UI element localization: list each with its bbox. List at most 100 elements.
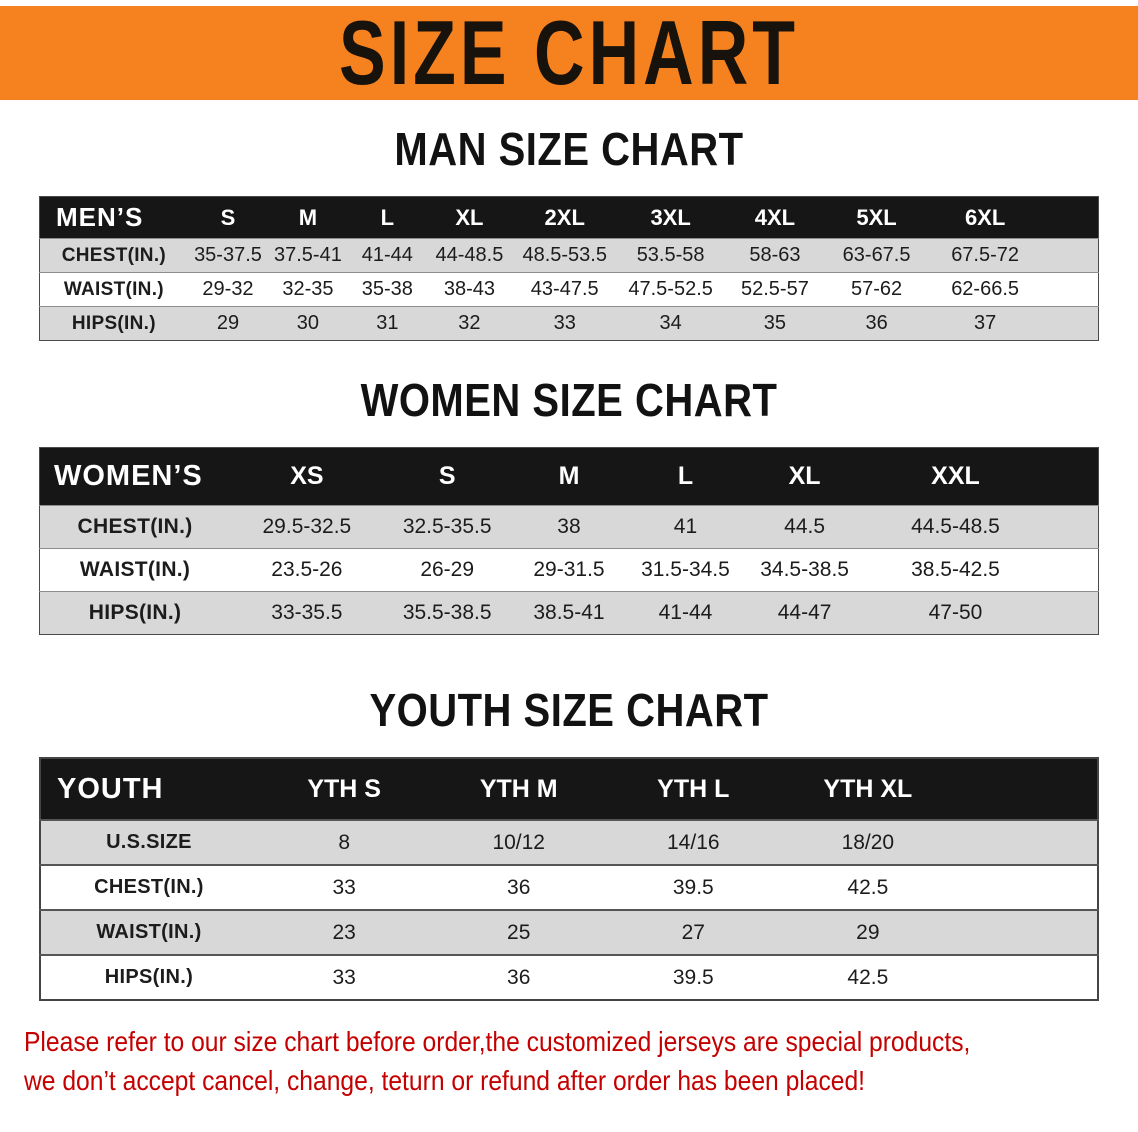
size-value-cell: 37.5-41 [268,238,348,273]
size-value-cell: 14/16 [606,820,781,865]
size-column-header: S [187,196,269,239]
size-value-cell: 23.5-26 [230,548,384,592]
youth-waist-row: WAIST(IN.) 23 25 27 29 [40,910,1098,955]
size-column-header: YTH S [256,758,432,820]
size-value-cell: 67.5-72 [926,238,1044,273]
youth-section: YOUTH SIZE CHART YOUTH YTH S YTH M YTH L… [0,686,1138,1001]
size-value-cell: 34.5-38.5 [743,548,866,592]
size-value-cell: 29 [187,306,269,341]
size-value-cell: 62-66.5 [926,272,1044,307]
size-column-header: 4XL [723,196,827,239]
spacer-cell [1043,306,1099,341]
size-column-header: YTH L [606,758,781,820]
women-header-row: WOMEN’S XS S M L XL XXL [39,447,1099,506]
row-label: CHEST(IN.) [40,865,257,910]
men-section: MAN SIZE CHART MEN’S S M L XL 2XL 3XL 4X… [0,125,1138,341]
women-size-table: WOMEN’S XS S M L XL XXL CHEST(IN.) 29.5-… [39,447,1099,635]
spacer-cell [955,820,1098,865]
size-column-header: XXL [865,447,1046,506]
size-value-cell: 35.5-38.5 [383,591,511,635]
row-label: HIPS(IN.) [40,955,257,1000]
title-banner: SIZE CHART [0,2,1138,104]
spacer-cell [1045,505,1099,549]
size-column-header: M [268,196,348,239]
row-label: U.S.SIZE [40,820,257,865]
size-value-cell: 52.5-57 [723,272,827,307]
row-label: HIPS(IN.) [39,306,188,341]
size-column-header: XL [743,447,866,506]
women-hips-row: HIPS(IN.) 33-35.5 35.5-38.5 38.5-41 41-4… [39,591,1099,635]
row-label: WAIST(IN.) [39,272,188,307]
size-column-header: L [347,196,428,239]
page-title: SIZE CHART [339,2,799,104]
spacer-cell [1045,447,1099,506]
size-value-cell: 39.5 [606,865,781,910]
size-value-cell: 41-44 [347,238,428,273]
size-value-cell: 35-37.5 [187,238,269,273]
disclaimer-line-2: we don’t accept cancel, change, teturn o… [24,1064,866,1096]
youth-chest-row: CHEST(IN.) 33 36 39.5 42.5 [40,865,1098,910]
men-waist-row: WAIST(IN.) 29-32 32-35 35-38 38-43 43-47… [39,272,1099,307]
size-value-cell: 26-29 [383,548,511,592]
size-value-cell: 38.5-42.5 [865,548,1046,592]
men-chest-row: CHEST(IN.) 35-37.5 37.5-41 41-44 44-48.5… [39,238,1099,273]
size-value-cell: 42.5 [780,955,956,1000]
size-value-cell: 31.5-34.5 [627,548,744,592]
size-value-cell: 29 [780,910,956,955]
size-column-header: YTH XL [780,758,956,820]
size-value-cell: 37 [926,306,1044,341]
spacer-cell [1043,272,1099,307]
size-value-cell: 38.5-41 [510,591,628,635]
men-size-table: MEN’S S M L XL 2XL 3XL 4XL 5XL 6XL CHEST… [39,196,1099,341]
size-value-cell: 32-35 [268,272,348,307]
size-column-header: 6XL [926,196,1044,239]
spacer-cell [1043,238,1099,273]
size-value-cell: 23 [256,910,432,955]
size-value-cell: 38-43 [427,272,512,307]
youth-table-label: YOUTH [40,758,257,820]
size-column-header: 3XL [617,196,724,239]
size-value-cell: 41-44 [627,591,744,635]
size-value-cell: 57-62 [826,272,927,307]
size-value-cell: 18/20 [780,820,956,865]
women-waist-row: WAIST(IN.) 23.5-26 26-29 29-31.5 31.5-34… [39,548,1099,592]
size-value-cell: 34 [617,306,724,341]
size-value-cell: 38 [510,505,628,549]
spacer-cell [1043,196,1099,239]
men-hips-row: HIPS(IN.) 29 30 31 32 33 34 35 36 37 [39,306,1099,341]
row-label: CHEST(IN.) [39,238,188,273]
size-value-cell: 30 [268,306,348,341]
size-column-header: XS [230,447,384,506]
size-value-cell: 44.5 [743,505,866,549]
size-value-cell: 35 [723,306,827,341]
size-column-header: S [383,447,511,506]
size-value-cell: 39.5 [606,955,781,1000]
size-value-cell: 47-50 [865,591,1046,635]
size-value-cell: 41 [627,505,744,549]
size-value-cell: 27 [606,910,781,955]
spacer-cell [1045,591,1099,635]
youth-size-table: YOUTH YTH S YTH M YTH L YTH XL U.S.SIZE … [39,757,1099,1001]
size-value-cell: 31 [347,306,428,341]
size-value-cell: 36 [431,865,606,910]
size-value-cell: 25 [431,910,606,955]
youth-ussize-row: U.S.SIZE 8 10/12 14/16 18/20 [40,820,1098,865]
women-section-heading: WOMEN SIZE CHART [360,375,778,427]
size-value-cell: 44-47 [743,591,866,635]
women-table-label: WOMEN’S [39,447,231,506]
size-value-cell: 33 [256,865,432,910]
men-header-row: MEN’S S M L XL 2XL 3XL 4XL 5XL 6XL [39,196,1099,239]
row-label: WAIST(IN.) [39,548,231,592]
men-table-label: MEN’S [39,196,188,239]
size-value-cell: 58-63 [723,238,827,273]
spacer-cell [1045,548,1099,592]
size-value-cell: 33 [511,306,618,341]
size-value-cell: 36 [826,306,927,341]
size-column-header: L [627,447,744,506]
disclaimer: Please refer to our size chart before or… [0,1023,1138,1100]
spacer-cell [955,865,1098,910]
size-value-cell: 63-67.5 [826,238,927,273]
size-value-cell: 35-38 [347,272,428,307]
women-section: WOMEN SIZE CHART WOMEN’S XS S M L XL XXL [0,375,1138,635]
